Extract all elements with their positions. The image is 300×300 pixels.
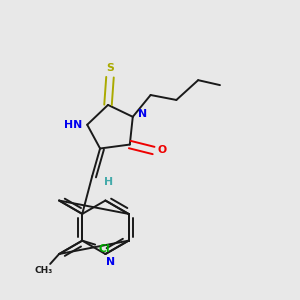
Text: Cl: Cl [98,244,110,254]
Text: HN: HN [64,120,83,130]
Text: H: H [104,177,114,187]
Text: CH₃: CH₃ [34,266,52,275]
Text: S: S [106,63,114,73]
Text: O: O [158,146,167,155]
Text: N: N [138,109,147,119]
Text: N: N [106,257,115,267]
